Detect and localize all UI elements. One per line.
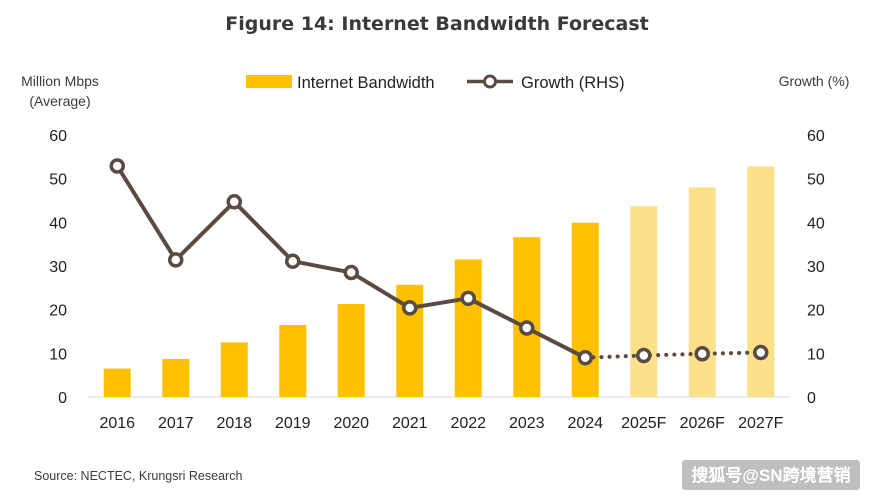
x-tick-label: 2020 (333, 415, 369, 432)
x-tick-label: 2026F (680, 415, 726, 432)
growth-point (343, 264, 359, 281)
growth-point (109, 158, 125, 174)
x-tick-label: 2027F (738, 415, 784, 432)
right-tick-label: 50 (807, 172, 825, 189)
watermark-background (682, 460, 860, 490)
bandwidth-bar (454, 259, 482, 397)
growth-point (577, 349, 593, 366)
bandwidth-bar (571, 222, 599, 397)
x-tick-label: 2016 (99, 415, 135, 432)
left-tick-label: 0 (58, 390, 67, 407)
growth-point (226, 194, 242, 210)
left-axis-label-line2: (Average) (29, 93, 90, 109)
watermark: 搜狐号@SN跨境营销 (682, 460, 860, 490)
growth-point (636, 347, 652, 364)
x-tick-label: 2022 (450, 415, 486, 432)
bandwidth-bar (747, 166, 775, 397)
x-tick-label: 2021 (392, 415, 428, 432)
x-axis: 2016 2017 2018 2019 2020 2021 2022 2023 2024 2025… (99, 415, 783, 432)
left-tick-label: 40 (49, 215, 67, 232)
legend-label-bandwidth: Internet Bandwidth (297, 74, 435, 92)
growth-point (285, 253, 301, 269)
growth-point (519, 320, 535, 336)
chart-title: Figure 14: Internet Bandwidth Forecast (225, 13, 649, 35)
bandwidth-bar (103, 368, 131, 397)
x-tick-label: 2019 (275, 415, 311, 432)
bandwidth-bar (513, 237, 541, 397)
left-y-axis: 0 10 20 30 40 50 60 (49, 128, 67, 407)
right-tick-label: 0 (807, 390, 816, 407)
left-axis-label-line1: Million Mbps (21, 73, 99, 89)
right-y-axis: 0 10 20 30 40 50 60 (807, 128, 825, 407)
x-tick-label: 2025F (621, 415, 667, 432)
watermark-text: 搜狐号@SN跨境营销 (691, 465, 850, 485)
left-tick-label: 10 (49, 346, 67, 363)
legend-swatch-growth-marker (483, 74, 497, 89)
bandwidth-bar (279, 324, 307, 397)
left-tick-label: 60 (49, 128, 67, 145)
left-tick-label: 30 (49, 259, 67, 276)
right-tick-label: 60 (807, 128, 825, 145)
x-tick-label: 2017 (158, 415, 194, 432)
right-tick-label: 40 (807, 215, 825, 232)
growth-point (402, 300, 418, 316)
growth-point (168, 252, 184, 268)
legend: Internet Bandwidth Growth (RHS) (246, 74, 625, 92)
legend-swatch-bandwidth (246, 75, 292, 88)
growth-line-series (109, 158, 769, 366)
right-tick-label: 20 (807, 303, 825, 320)
right-axis-label: Growth (%) (779, 73, 850, 89)
source-note: Source: NECTEC, Krungsri Research (34, 469, 242, 483)
right-tick-label: 10 (807, 346, 825, 363)
growth-point (460, 290, 476, 307)
bandwidth-bar (162, 359, 190, 397)
x-tick-label: 2023 (509, 415, 545, 432)
bandwidth-bar (220, 342, 248, 397)
bandwidth-bar (337, 303, 365, 397)
right-tick-label: 30 (807, 259, 825, 276)
x-tick-label: 2024 (567, 415, 603, 432)
left-tick-label: 50 (49, 172, 67, 189)
growth-point (753, 344, 769, 361)
growth-point (694, 346, 710, 362)
bandwidth-bars (103, 166, 775, 397)
growth-line-forecast (583, 350, 763, 360)
x-tick-label: 2018 (216, 415, 252, 432)
legend-label-growth: Growth (RHS) (521, 74, 625, 92)
left-tick-label: 20 (49, 303, 67, 320)
bandwidth-bar (688, 187, 716, 397)
bandwidth-bar (630, 206, 658, 397)
